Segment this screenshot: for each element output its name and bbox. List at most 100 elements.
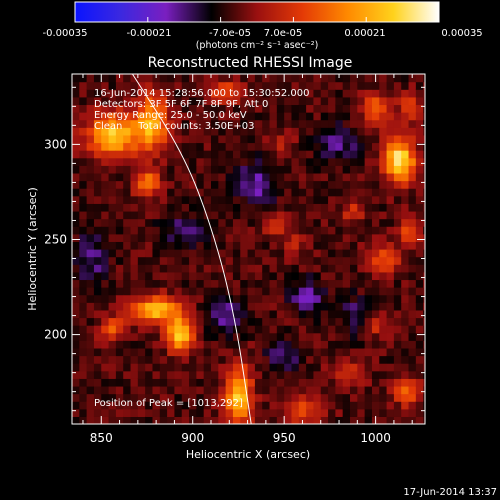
heatmap-cell	[415, 302, 424, 311]
heatmap-cell	[203, 81, 212, 90]
heatmap-cell	[408, 249, 417, 258]
heatmap-cell	[174, 302, 183, 311]
heatmap-cell	[379, 112, 388, 121]
heatmap-cell	[423, 81, 425, 90]
heatmap-cell	[408, 89, 417, 98]
heatmap-cell	[335, 271, 344, 281]
heatmap-cell	[93, 385, 102, 395]
heatmap-cell	[115, 81, 124, 90]
heatmap-cell	[247, 89, 256, 98]
heatmap-cell	[328, 134, 336, 144]
heatmap-cell	[269, 180, 278, 189]
heatmap-cell	[415, 393, 424, 402]
heatmap-cell	[196, 195, 205, 204]
heatmap-cell	[86, 309, 95, 319]
heatmap-cell	[108, 226, 117, 235]
heatmap-cell	[291, 393, 300, 402]
info-clean-counts: Clean Total counts: 3.50E+03	[94, 121, 254, 132]
heatmap-cell	[196, 119, 205, 128]
heatmap-cell	[254, 157, 263, 166]
heatmap-cell	[306, 180, 315, 189]
heatmap-cell	[167, 157, 176, 166]
heatmap-cell	[218, 203, 227, 212]
heatmap-cell	[371, 119, 380, 128]
heatmap-cell	[93, 226, 102, 235]
heatmap-cell	[240, 241, 249, 250]
heatmap-cell	[269, 271, 278, 281]
heatmap-cell	[152, 355, 161, 364]
x-axis-label: Heliocentric X (arcsec)	[186, 448, 310, 461]
heatmap-cell	[189, 249, 197, 258]
heatmap-cell	[72, 271, 80, 281]
heatmap-cell	[152, 195, 161, 204]
heatmap-cell	[101, 271, 110, 281]
heatmap-cell	[386, 233, 395, 242]
heatmap-cell	[371, 393, 380, 402]
heatmap-cell	[211, 210, 219, 220]
heatmap-cell	[79, 150, 88, 159]
heatmap-cell	[72, 104, 80, 113]
heatmap-cell	[211, 218, 219, 227]
heatmap-cell	[269, 287, 278, 296]
heatmap-cell	[123, 287, 132, 296]
heatmap-cell	[342, 142, 351, 151]
heatmap-cell	[181, 378, 190, 387]
heatmap-cell	[408, 408, 417, 417]
heatmap-cell	[393, 165, 402, 174]
heatmap-cell	[145, 340, 154, 349]
heatmap-cell	[415, 385, 424, 395]
heatmap-cell	[218, 363, 227, 372]
heatmap-cell	[232, 195, 241, 204]
heatmap-cell	[240, 287, 249, 296]
heatmap-cell	[284, 180, 293, 189]
heatmap-cell	[247, 241, 256, 250]
heatmap-cell	[357, 180, 366, 189]
heatmap-cell	[145, 226, 154, 235]
heatmap-cell	[401, 203, 410, 212]
heatmap-cell	[72, 378, 80, 387]
heatmap-cell	[115, 264, 124, 273]
heatmap-cell	[284, 370, 293, 379]
heatmap-cell	[386, 309, 395, 319]
heatmap-cell	[276, 142, 285, 151]
heatmap-cell	[79, 370, 88, 379]
heatmap-cell	[115, 89, 124, 98]
heatmap-cell	[123, 401, 132, 410]
heatmap-cell	[306, 218, 315, 227]
colorbar-tick-label: -0.00035	[43, 28, 88, 39]
heatmap-cell	[86, 165, 95, 174]
heatmap-cell	[269, 203, 278, 212]
heatmap-cell	[364, 96, 373, 106]
heatmap-cell	[415, 165, 424, 174]
heatmap-cell	[423, 241, 425, 250]
heatmap-cell	[335, 233, 344, 242]
heatmap-cell	[379, 165, 388, 174]
heatmap-cell	[86, 302, 95, 311]
heatmap-cell	[254, 340, 263, 349]
heatmap-cell	[240, 378, 249, 387]
heatmap-cell	[423, 385, 425, 395]
heatmap-cell	[145, 180, 154, 189]
heatmap-cell	[262, 226, 271, 235]
heatmap-cell	[130, 157, 139, 166]
heatmap-cell	[86, 210, 95, 220]
heatmap-cell	[247, 165, 256, 174]
heatmap-cell	[423, 347, 425, 357]
heatmap-cell	[86, 150, 95, 159]
heatmap-cell	[137, 112, 146, 121]
heatmap-cell	[342, 370, 351, 379]
heatmap-cell	[137, 271, 146, 281]
info-time-range: 16-Jun-2014 15:28:56.000 to 15:30:52.000	[94, 88, 310, 99]
heatmap-cell	[350, 157, 358, 166]
heatmap-cell	[145, 172, 154, 182]
heatmap-cell	[174, 119, 183, 128]
heatmap-cell	[291, 150, 300, 159]
heatmap-cell	[393, 325, 402, 334]
heatmap-cell	[152, 378, 161, 387]
heatmap-cell	[379, 134, 388, 144]
heatmap-cell	[137, 363, 146, 372]
heatmap-cell	[203, 104, 212, 113]
heatmap-cell	[262, 241, 271, 250]
heatmap-cell	[393, 127, 402, 136]
heatmap-cell	[174, 134, 183, 144]
